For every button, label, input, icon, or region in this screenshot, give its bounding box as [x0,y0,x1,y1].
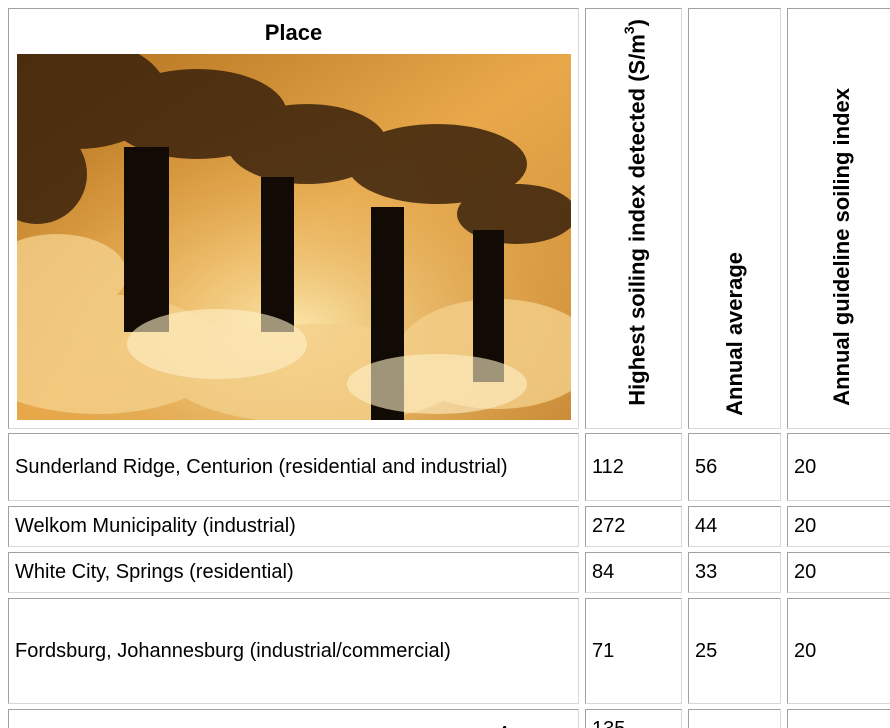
highest-cell: 71 [585,598,682,704]
place-cell: Welkom Municipality (industrial) [8,506,579,547]
place-cell: White City, Springs (residential) [8,552,579,593]
guideline-header: Annual guideline soiling index [829,88,855,406]
highest-header: Highest soiling index detected (S/m3) [616,19,650,406]
place-cell: Sunderland Ridge, Centurion (residential… [8,433,579,501]
place-header-cell: Place [8,8,579,429]
highest-cell: 272 [585,506,682,547]
guideline-cell: 20 [787,598,890,704]
guideline-cell: 20 [787,433,890,501]
annual-average-header-cell: Annual average [688,8,781,429]
page: Place [0,0,890,728]
annual-average-header: Annual average [722,252,748,416]
empty-cell [688,709,781,728]
highest-cell: 112 [585,433,682,501]
place-header: Place [265,21,323,44]
annual-average-cell: 25 [688,598,781,704]
annual-average-cell: 33 [688,552,781,593]
average-label: Average [8,709,579,728]
highest-header-cell: Highest soiling index detected (S/m3) [585,8,682,429]
empty-cell [787,709,890,728]
place-cell: Fordsburg, Johannesburg (industrial/comm… [8,598,579,704]
annual-average-cell: 44 [688,506,781,547]
guideline-cell: 20 [787,506,890,547]
annual-average-cell: 56 [688,433,781,501]
header-image [17,54,571,420]
guideline-header-cell: Annual guideline soiling index [787,8,890,429]
average-value: 135 [585,709,682,728]
guideline-cell: 20 [787,552,890,593]
highest-cell: 84 [585,552,682,593]
